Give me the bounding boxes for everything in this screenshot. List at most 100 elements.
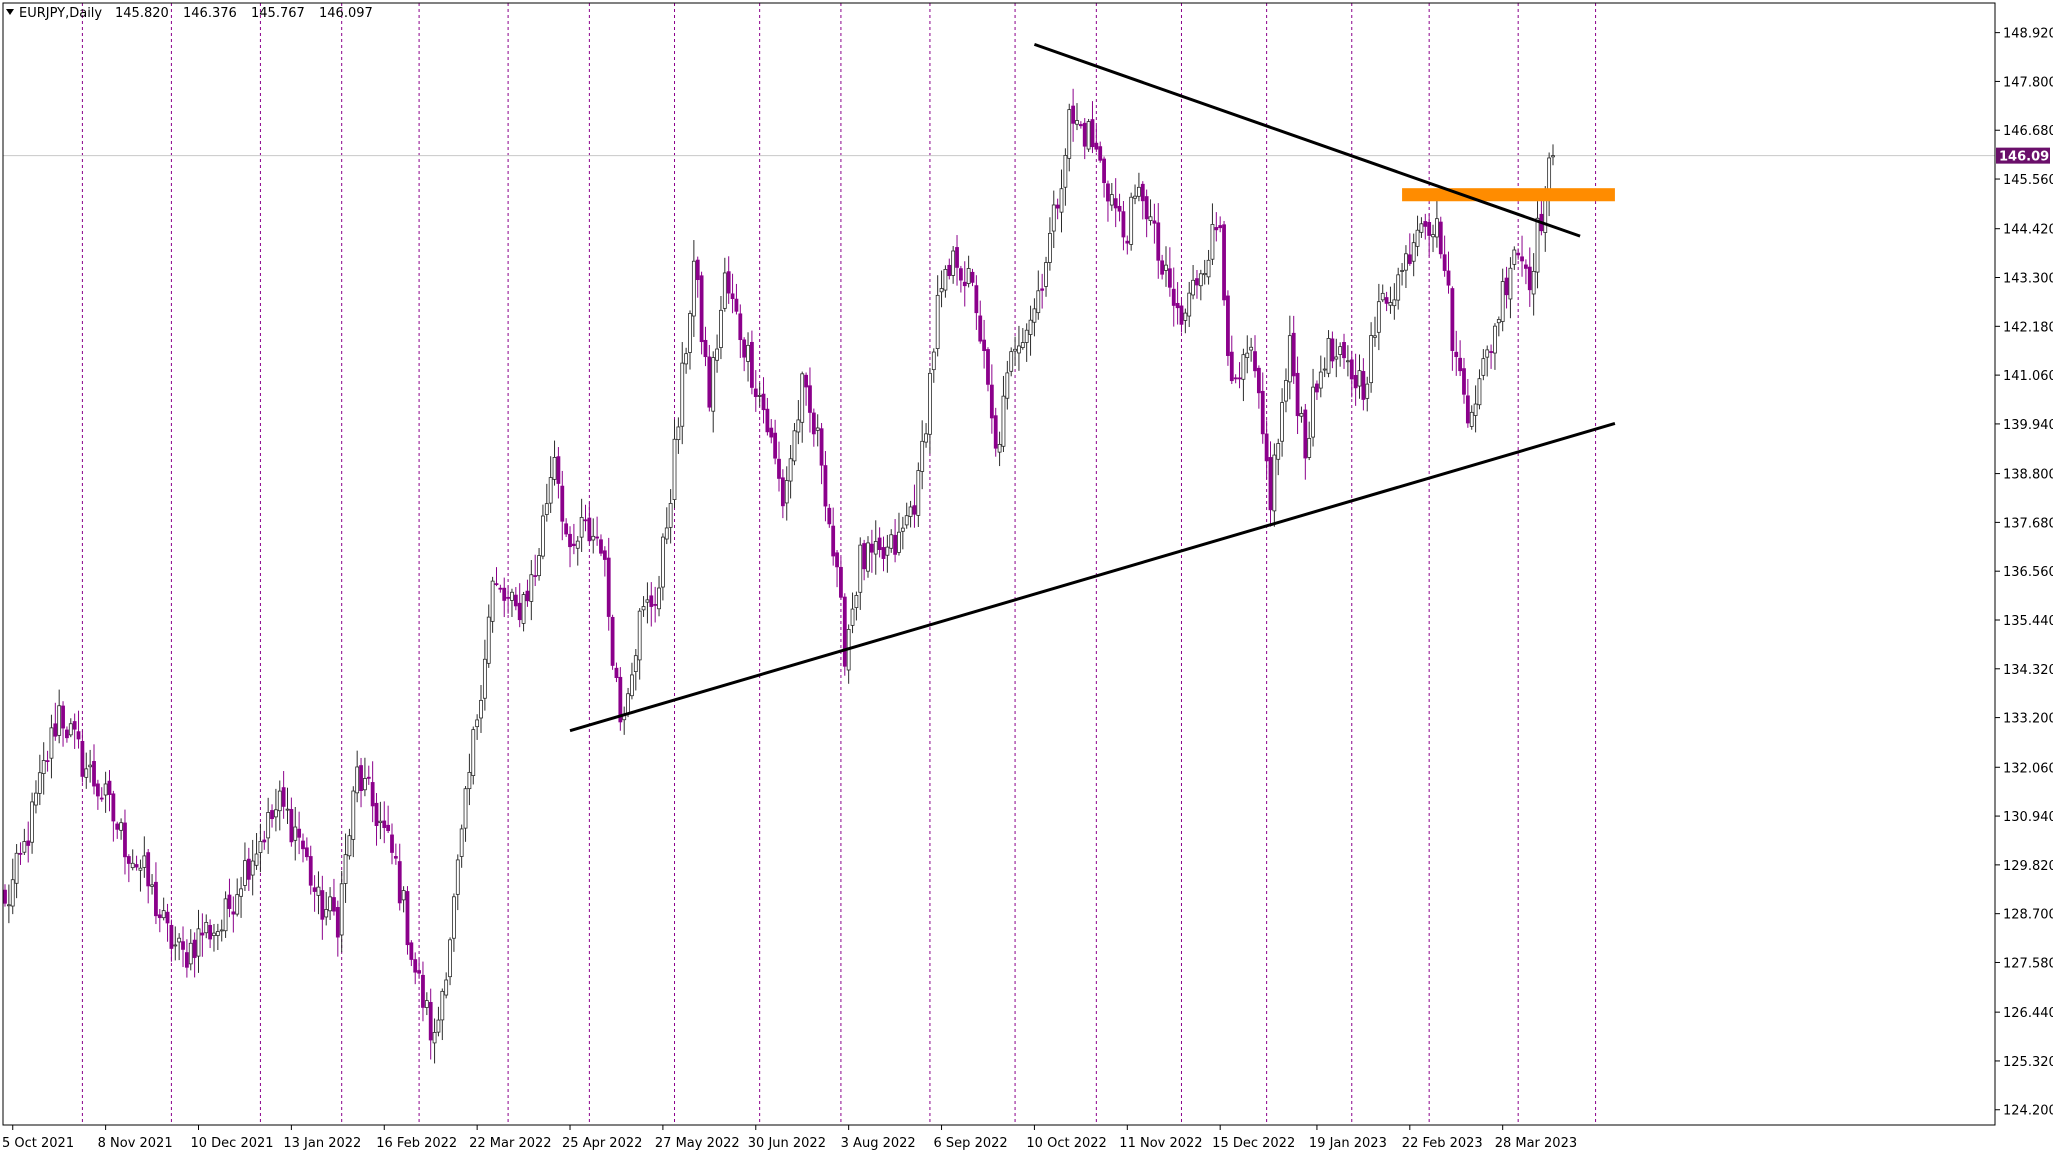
candle-body [978, 315, 983, 342]
candle-body [486, 616, 491, 664]
candle-body [1210, 224, 1215, 260]
candle-body [1175, 302, 1180, 309]
candle [1160, 254, 1165, 280]
candle-body [726, 271, 731, 294]
candle [1291, 315, 1296, 384]
candle-body [1222, 224, 1226, 301]
candle [432, 1018, 437, 1064]
candle [707, 344, 712, 412]
candle-body [614, 667, 619, 679]
candle [1407, 233, 1412, 266]
candle-body [943, 268, 948, 291]
candle-body [1516, 252, 1521, 256]
candle-body [266, 812, 271, 839]
menu-triangle-icon[interactable] [6, 9, 14, 15]
candle [831, 507, 836, 566]
candle [1075, 103, 1079, 131]
candle-body [1353, 375, 1358, 389]
candle [1067, 103, 1072, 172]
candle [146, 848, 151, 904]
candle-body [1171, 288, 1176, 306]
candle-body [1411, 242, 1416, 262]
candle-body [935, 294, 940, 349]
candle-body [390, 834, 394, 853]
candle-body [1013, 348, 1017, 352]
candle [1264, 420, 1269, 480]
candle-body [1051, 204, 1056, 232]
candle [37, 754, 42, 806]
candle [26, 821, 31, 863]
candle [1086, 118, 1091, 152]
candle-body [308, 856, 313, 886]
candle [1078, 121, 1083, 129]
candle-body [68, 723, 73, 736]
date-tick-label: 8 Nov 2021 [98, 1136, 173, 1151]
candle-body [541, 515, 545, 557]
candle [239, 876, 243, 918]
ohlc-high: 146.376 [183, 6, 237, 21]
candle [1171, 267, 1176, 327]
candle-body [552, 457, 557, 480]
candle [34, 780, 38, 814]
candle [355, 750, 360, 803]
candle-body [1376, 301, 1381, 333]
candle [390, 823, 394, 865]
candle [1059, 169, 1064, 233]
candle [18, 842, 23, 865]
candle [1493, 323, 1497, 370]
candle [502, 577, 507, 618]
candle-body [958, 268, 963, 281]
candle-body [579, 517, 584, 538]
candle [452, 893, 456, 952]
candle [900, 516, 905, 550]
candle-body [510, 591, 514, 601]
candle-body [61, 705, 65, 729]
resistance-zone [1402, 188, 1615, 202]
candle [711, 351, 716, 433]
candle-body [1454, 351, 1459, 358]
date-tick-label: 30 Jun 2022 [748, 1136, 826, 1151]
candle-body [448, 939, 452, 978]
candle-body [649, 595, 654, 607]
candle [1249, 337, 1254, 362]
price-tick-label: 137.680 [2003, 516, 2053, 531]
candle [41, 742, 46, 795]
candle [1245, 335, 1250, 374]
candle [955, 235, 959, 286]
candle [254, 833, 259, 870]
candle-body [1086, 121, 1091, 150]
candle [1229, 335, 1234, 385]
candle-body [1531, 270, 1536, 295]
candle [893, 519, 897, 563]
candle-body [1233, 377, 1238, 380]
candle-body [459, 828, 464, 857]
candle [537, 547, 541, 581]
candle-body [436, 1019, 441, 1033]
candle-body [1249, 346, 1254, 351]
candle [250, 839, 255, 896]
candle-body [548, 477, 553, 504]
candle [1342, 333, 1346, 369]
candle-body [1446, 270, 1451, 286]
price-tick-label: 136.560 [2003, 565, 2053, 580]
candle-body [498, 587, 503, 590]
candle [842, 593, 847, 676]
candle-body [1202, 273, 1207, 276]
candle-body [1071, 105, 1076, 124]
candle [1144, 189, 1149, 238]
candle-body [610, 616, 615, 666]
candle [134, 855, 139, 871]
candle-body [777, 458, 781, 479]
candle-body [1106, 183, 1110, 202]
candle [1384, 291, 1389, 312]
candle-body [1423, 221, 1428, 227]
candle-body [304, 847, 309, 858]
candle-body [10, 879, 15, 907]
candle-body [150, 884, 154, 887]
candle-body [432, 1032, 437, 1044]
price-tick-label: 141.060 [2003, 369, 2053, 384]
candle [618, 667, 623, 731]
candle [332, 878, 336, 916]
